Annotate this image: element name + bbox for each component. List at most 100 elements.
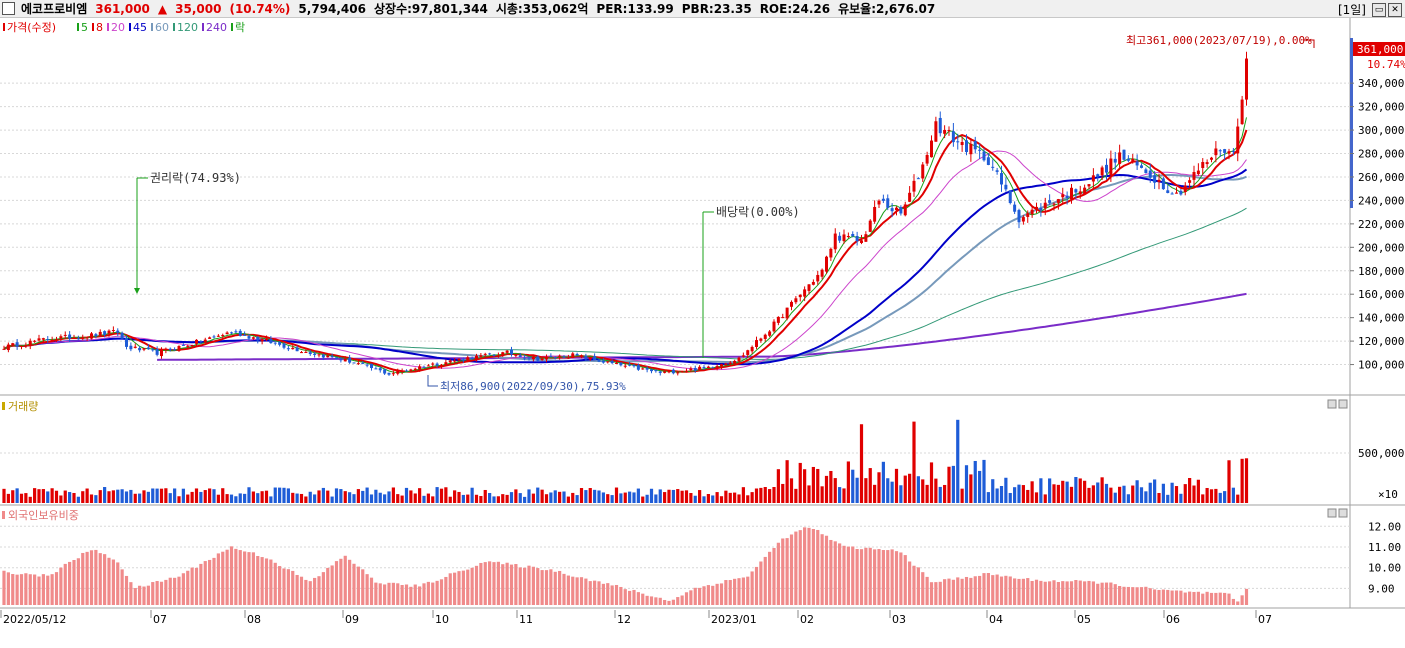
volume-bar xyxy=(1126,494,1130,503)
candle-body xyxy=(1039,207,1043,211)
volume-bar xyxy=(982,459,986,503)
volume-bar xyxy=(1131,485,1135,503)
volume-bar xyxy=(527,489,531,503)
candle-body xyxy=(1109,158,1113,176)
foreign-bar xyxy=(295,574,299,605)
volume-bar xyxy=(1017,484,1021,503)
foreign-bar xyxy=(991,575,995,605)
select-checkbox[interactable] xyxy=(2,2,15,15)
candle-body xyxy=(746,350,750,355)
volume-bar xyxy=(6,493,10,503)
candle-body xyxy=(1223,149,1227,153)
y-tick-label: 220,000 xyxy=(1358,218,1404,231)
foreign-bar xyxy=(247,552,251,605)
foreign-bar xyxy=(1240,595,1244,605)
volume-bar xyxy=(365,487,369,503)
foreign-bar xyxy=(619,586,623,605)
candle-body xyxy=(838,235,842,241)
foreign-bar xyxy=(1214,592,1218,605)
volume-bar xyxy=(457,491,461,503)
volume-bar xyxy=(243,493,247,503)
foreign-bar xyxy=(518,567,522,605)
candle-body xyxy=(63,334,67,336)
candle-body xyxy=(930,140,933,158)
foreign-bar xyxy=(439,579,444,605)
candle-body xyxy=(155,348,159,355)
candle-body xyxy=(763,334,767,339)
volume-bar xyxy=(387,491,391,503)
foreign-bar xyxy=(1218,592,1222,605)
current-price-box xyxy=(1353,42,1405,56)
candle-body xyxy=(41,338,45,340)
volume-bar xyxy=(1113,492,1117,503)
candle-body xyxy=(846,235,850,237)
foreign-bar xyxy=(1148,588,1152,605)
foreign-bar xyxy=(313,577,317,605)
candle-body xyxy=(1035,206,1038,210)
foreign-bar xyxy=(194,567,199,605)
foreign-bar xyxy=(19,574,24,605)
close-window-icon[interactable]: ✕ xyxy=(1388,2,1402,17)
candle-body xyxy=(440,364,443,367)
volume-bar xyxy=(715,492,719,503)
foreign-bar xyxy=(334,561,339,605)
foreign-bar xyxy=(1074,580,1078,605)
volume-bar xyxy=(369,494,374,503)
volume-bar xyxy=(1074,477,1078,503)
candle-body xyxy=(15,342,19,347)
volume-bar xyxy=(658,489,662,503)
candle-body xyxy=(273,342,277,344)
candle-body xyxy=(335,357,338,359)
candle-body xyxy=(680,371,684,373)
foreign-bar xyxy=(431,582,435,605)
foreign-bar xyxy=(842,545,846,605)
candle-body xyxy=(203,339,207,343)
foreign-bar xyxy=(1056,581,1060,605)
price-panel-controls[interactable] xyxy=(1327,399,1348,518)
candle-body xyxy=(790,301,793,307)
volume-bar xyxy=(33,488,37,503)
volume-bar xyxy=(260,491,264,503)
candle-body xyxy=(825,256,828,272)
candle-body xyxy=(216,335,220,337)
foreign-bar xyxy=(584,578,588,605)
foreign-bar xyxy=(1183,592,1187,605)
foreign-bar xyxy=(124,575,129,605)
foreign-bar xyxy=(225,549,229,605)
volume-bar xyxy=(168,493,172,503)
restore-window-icon[interactable]: ▭ xyxy=(1372,2,1386,17)
foreign-bar xyxy=(1026,578,1030,605)
volume-bar xyxy=(759,487,763,503)
foreign-bar xyxy=(654,597,658,605)
candle-body xyxy=(321,354,325,358)
volume-bar xyxy=(606,494,610,503)
period-selector[interactable]: [1일] xyxy=(1337,3,1366,17)
foreign-bar xyxy=(85,551,89,605)
low-label: 최저86,900(2022/09/30),75.93% xyxy=(440,380,626,393)
foreign-bar xyxy=(811,529,815,605)
candle-body xyxy=(76,338,80,340)
foreign-bar xyxy=(453,572,457,605)
foreign-bar xyxy=(1039,580,1043,605)
volume-bar xyxy=(693,495,697,503)
candle-body xyxy=(391,373,395,375)
candle-body xyxy=(142,348,146,350)
foreign-bar xyxy=(995,574,999,605)
candle-body xyxy=(873,206,877,222)
candle-body xyxy=(610,360,614,364)
foreign-bar xyxy=(1078,580,1082,605)
candle-body xyxy=(317,354,321,356)
foreign-bar xyxy=(378,583,382,605)
foreign-bar xyxy=(413,584,417,605)
candle-body xyxy=(553,357,557,359)
volume-bar xyxy=(24,493,28,503)
candle-body xyxy=(230,332,233,334)
legend-swatch xyxy=(202,23,204,31)
volume-bar xyxy=(295,493,299,503)
foreign-bar xyxy=(938,581,942,605)
candle-body xyxy=(1078,191,1082,195)
volume-bar xyxy=(1153,479,1157,503)
candle-body xyxy=(234,331,238,333)
candle-body xyxy=(6,344,10,351)
candle-body xyxy=(1161,178,1165,190)
